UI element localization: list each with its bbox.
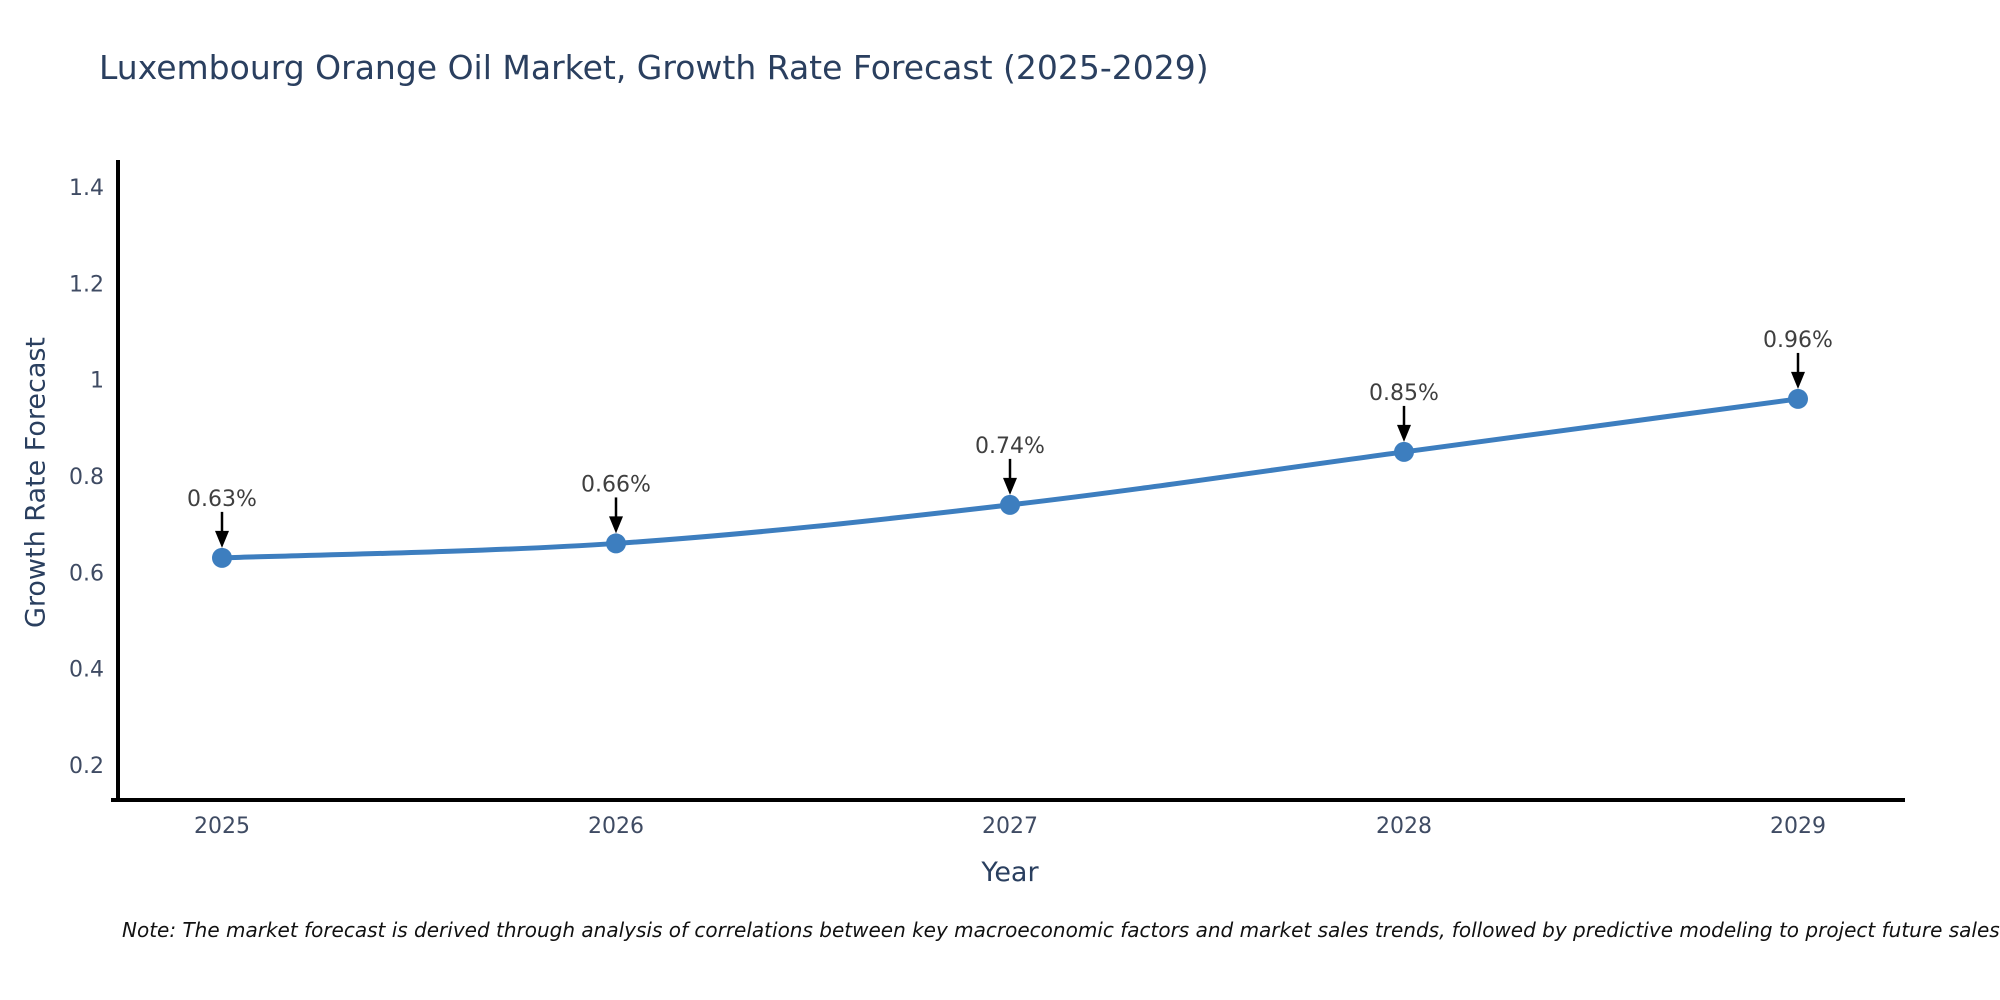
data-point-2027[interactable] [1000, 494, 1020, 515]
x-tick-label: 2026 [588, 814, 644, 839]
annotation-arrowhead [1397, 424, 1411, 442]
chart-title: Luxembourg Orange Oil Market, Growth Rat… [99, 48, 1209, 87]
annotation-arrowhead [215, 530, 229, 548]
y-tick-label: 0.2 [69, 754, 104, 779]
x-tick-label: 2028 [1376, 814, 1432, 839]
annotation-label: 0.85% [1369, 381, 1439, 406]
annotation-label: 0.63% [187, 487, 257, 512]
data-point-2026[interactable] [606, 533, 626, 554]
y-tick-label: 0.8 [69, 465, 104, 490]
y-tick-label: 1.2 [69, 272, 104, 297]
annotation-label: 0.96% [1763, 328, 1833, 353]
footnote: Note: The market forecast is derived thr… [122, 918, 2000, 942]
annotation-label: 0.66% [581, 472, 651, 497]
annotation-label: 0.74% [975, 434, 1045, 459]
data-point-2029[interactable] [1788, 388, 1808, 409]
annotation-arrowhead [609, 516, 623, 534]
x-tick-label: 2029 [1770, 814, 1826, 839]
y-tick-label: 0.6 [69, 561, 104, 586]
y-tick-label: 1 [90, 369, 104, 394]
y-tick-label: 1.4 [69, 176, 104, 201]
annotation-arrowhead [1003, 477, 1017, 495]
data-point-2025[interactable] [212, 547, 232, 568]
x-axis-title: Year [981, 857, 1039, 888]
data-point-2028[interactable] [1394, 441, 1414, 462]
x-tick-label: 2027 [982, 814, 1038, 839]
x-tick-label: 2025 [194, 814, 250, 839]
y-tick-label: 0.4 [69, 658, 104, 683]
annotation-arrowhead [1791, 371, 1805, 389]
